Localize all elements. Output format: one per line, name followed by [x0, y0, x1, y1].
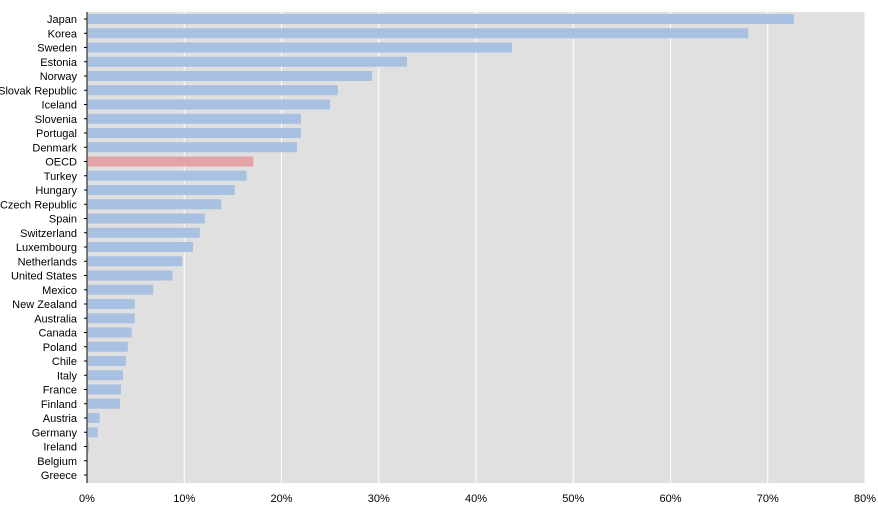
- category-label: Ireland: [43, 442, 77, 454]
- category-label: Belgium: [37, 456, 77, 468]
- bar: [88, 28, 749, 39]
- bar: [88, 185, 235, 195]
- category-label: Iceland: [42, 100, 77, 112]
- category-label: Mexico: [42, 285, 77, 297]
- bar: [88, 227, 200, 238]
- category-label: OECD: [45, 157, 77, 169]
- bar: [88, 199, 222, 210]
- bar: [88, 170, 247, 181]
- bar: [88, 14, 795, 24]
- category-label: Portugal: [36, 128, 77, 140]
- bar: [88, 128, 301, 138]
- bar: [88, 270, 173, 281]
- category-label: Germany: [32, 427, 78, 439]
- x-tick-label: 60%: [659, 493, 681, 505]
- category-label: Sweden: [37, 43, 77, 55]
- category-label: United States: [11, 271, 78, 283]
- category-label: Estonia: [40, 57, 78, 69]
- category-label: Chile: [52, 356, 77, 368]
- bar: [88, 313, 135, 324]
- category-label: Luxembourg: [16, 242, 77, 254]
- category-label: Italy: [57, 370, 78, 382]
- category-label: Slovak Republic: [0, 85, 77, 97]
- category-label: Greece: [41, 470, 77, 482]
- bar: [88, 56, 407, 67]
- category-label: Czech Republic: [0, 199, 77, 211]
- category-label: Hungary: [35, 185, 77, 197]
- x-tick-label: 0%: [79, 493, 95, 505]
- bar: [88, 85, 338, 96]
- category-label: Austria: [43, 413, 78, 425]
- category-label: Switzerland: [20, 228, 77, 240]
- x-tick-label: 40%: [465, 493, 487, 505]
- bar: [88, 299, 135, 309]
- x-tick-label: 30%: [368, 493, 390, 505]
- x-tick-label: 10%: [173, 493, 195, 505]
- category-label: New Zealand: [12, 299, 77, 311]
- category-label: France: [43, 385, 77, 397]
- bar: [88, 99, 331, 110]
- x-tick-labels: 0% 10% 20% 30% 40% 50% 60% 70% 80%: [79, 493, 876, 505]
- bar: [88, 441, 89, 452]
- category-label: Norway: [40, 71, 78, 83]
- bar: [88, 341, 128, 352]
- bar: [88, 213, 205, 224]
- category-label: Slovenia: [35, 114, 78, 126]
- bar: [88, 284, 154, 295]
- category-label: Finland: [41, 399, 77, 411]
- category-labels: Japan Korea Sweden Estonia Norway Slovak Repu…: [0, 14, 87, 482]
- bars: [88, 14, 795, 452]
- category-label: Poland: [43, 342, 77, 354]
- category-label: Spain: [49, 214, 77, 226]
- bar: [88, 384, 122, 395]
- x-tick-label: 70%: [757, 493, 779, 505]
- category-label: Korea: [48, 28, 78, 40]
- bar: [88, 398, 121, 409]
- bar: [88, 256, 183, 267]
- bar: [88, 427, 98, 438]
- bar: [88, 242, 194, 252]
- bar: [88, 42, 512, 53]
- bar: [88, 142, 298, 153]
- bar: [88, 327, 132, 338]
- bar: [88, 71, 372, 81]
- x-tick-label: 50%: [562, 493, 584, 505]
- category-label: Canada: [38, 328, 77, 340]
- category-label: Australia: [34, 313, 78, 325]
- bar: [88, 113, 301, 124]
- category-label: Turkey: [44, 171, 78, 183]
- category-label: Denmark: [32, 142, 77, 154]
- x-tick-label: 80%: [854, 493, 876, 505]
- category-label: Netherlands: [18, 256, 78, 268]
- bar: [88, 413, 100, 423]
- bar: [88, 370, 123, 381]
- bar: [88, 356, 126, 366]
- x-tick-label: 20%: [270, 493, 292, 505]
- bar: [88, 156, 254, 167]
- category-label: Japan: [47, 14, 77, 26]
